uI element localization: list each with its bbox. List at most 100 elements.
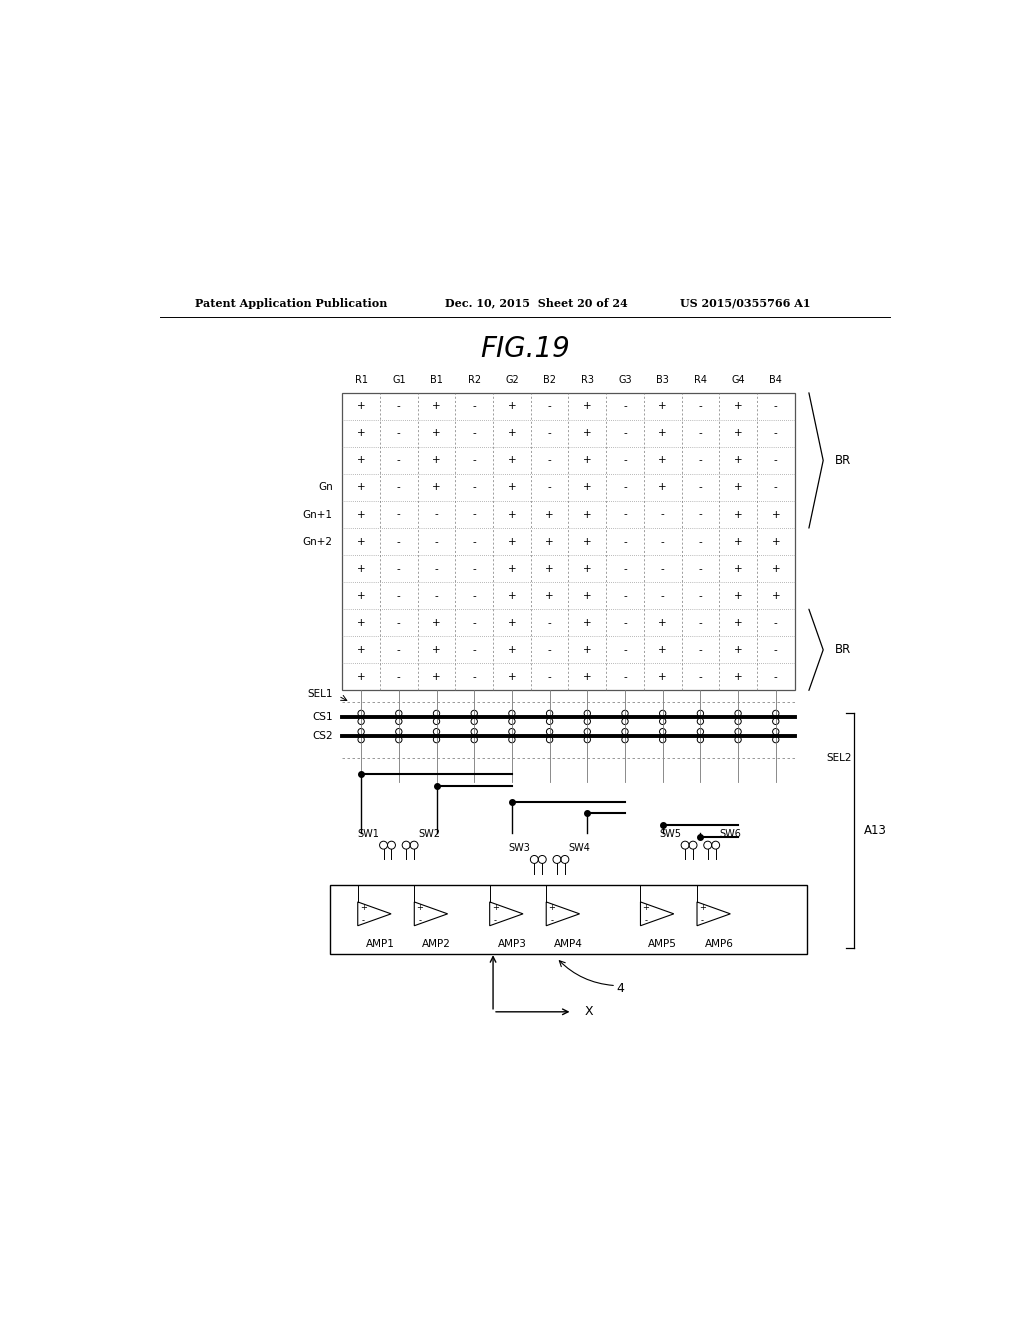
Text: +: + [583, 510, 592, 520]
Polygon shape [357, 902, 391, 925]
Text: B1: B1 [430, 375, 443, 385]
Text: +: + [356, 672, 366, 682]
Text: -: - [774, 401, 777, 412]
Text: -: - [548, 401, 552, 412]
Text: -: - [397, 510, 400, 520]
Polygon shape [489, 902, 523, 925]
Text: SW1: SW1 [357, 829, 380, 838]
Text: CS1: CS1 [312, 713, 333, 722]
Text: FIG.19: FIG.19 [480, 335, 569, 363]
Text: -: - [701, 916, 705, 925]
Text: +: + [432, 483, 440, 492]
Text: +: + [734, 618, 742, 628]
Text: CS2: CS2 [312, 731, 333, 741]
Text: B3: B3 [656, 375, 669, 385]
Text: +: + [658, 645, 667, 655]
Text: +: + [546, 564, 554, 574]
Text: -: - [660, 564, 665, 574]
Text: +: + [356, 510, 366, 520]
Text: +: + [508, 672, 516, 682]
Text: Dec. 10, 2015  Sheet 20 of 24: Dec. 10, 2015 Sheet 20 of 24 [445, 297, 628, 309]
Text: -: - [644, 916, 647, 925]
Text: R1: R1 [354, 375, 368, 385]
Text: Gn: Gn [318, 483, 333, 492]
Text: X: X [585, 1006, 593, 1018]
Text: -: - [548, 429, 552, 438]
Text: Gn+2: Gn+2 [303, 537, 333, 546]
Text: -: - [698, 483, 702, 492]
Text: +: + [508, 645, 516, 655]
Text: SW2: SW2 [418, 829, 440, 838]
Text: +: + [508, 591, 516, 601]
Text: -: - [472, 672, 476, 682]
Text: -: - [472, 564, 476, 574]
Text: B2: B2 [543, 375, 556, 385]
Text: +: + [508, 510, 516, 520]
Text: -: - [660, 510, 665, 520]
Text: +: + [583, 401, 592, 412]
Text: +: + [734, 564, 742, 574]
Text: -: - [397, 483, 400, 492]
Text: -: - [698, 455, 702, 466]
Text: -: - [397, 564, 400, 574]
Text: -: - [419, 916, 421, 925]
Text: -: - [624, 455, 627, 466]
Text: SW6: SW6 [720, 829, 741, 838]
Text: +: + [699, 903, 706, 912]
Text: -: - [660, 537, 665, 546]
Text: -: - [774, 455, 777, 466]
Text: +: + [734, 645, 742, 655]
Text: -: - [548, 672, 552, 682]
Text: +: + [734, 455, 742, 466]
Polygon shape [697, 902, 730, 925]
Text: B4: B4 [769, 375, 782, 385]
Text: Patent Application Publication: Patent Application Publication [196, 297, 388, 309]
Text: -: - [494, 916, 497, 925]
Text: -: - [698, 591, 702, 601]
Text: -: - [434, 564, 438, 574]
Text: +: + [432, 455, 440, 466]
Polygon shape [546, 902, 580, 925]
Bar [342, 393, 795, 690]
Text: -: - [397, 591, 400, 601]
Text: +: + [508, 483, 516, 492]
Text: +: + [356, 618, 366, 628]
Text: Gn+1: Gn+1 [303, 510, 333, 520]
Text: -: - [397, 429, 400, 438]
Text: +: + [583, 618, 592, 628]
Text: -: - [361, 916, 365, 925]
Text: +: + [771, 591, 780, 601]
Text: +: + [734, 591, 742, 601]
Text: +: + [583, 645, 592, 655]
Text: +: + [508, 618, 516, 628]
Text: -: - [624, 618, 627, 628]
Text: +: + [356, 483, 366, 492]
Text: +: + [508, 455, 516, 466]
Text: +: + [548, 903, 555, 912]
Text: +: + [658, 672, 667, 682]
Text: SEL1: SEL1 [307, 689, 333, 700]
Text: -: - [660, 591, 665, 601]
Text: R4: R4 [694, 375, 707, 385]
Text: -: - [698, 645, 702, 655]
Text: SW5: SW5 [659, 829, 681, 838]
Polygon shape [640, 902, 674, 925]
Text: 4: 4 [616, 982, 624, 994]
Text: -: - [698, 564, 702, 574]
Text: R2: R2 [468, 375, 481, 385]
Text: +: + [432, 429, 440, 438]
Text: R3: R3 [581, 375, 594, 385]
Text: SW4: SW4 [569, 843, 591, 853]
Text: +: + [492, 903, 499, 912]
Text: +: + [771, 510, 780, 520]
Text: +: + [583, 672, 592, 682]
Text: +: + [734, 483, 742, 492]
Text: -: - [548, 645, 552, 655]
Text: -: - [624, 429, 627, 438]
Text: -: - [774, 618, 777, 628]
Text: -: - [434, 591, 438, 601]
Text: AMP3: AMP3 [498, 939, 526, 949]
Text: -: - [698, 510, 702, 520]
Text: -: - [774, 429, 777, 438]
Text: G2: G2 [505, 375, 519, 385]
